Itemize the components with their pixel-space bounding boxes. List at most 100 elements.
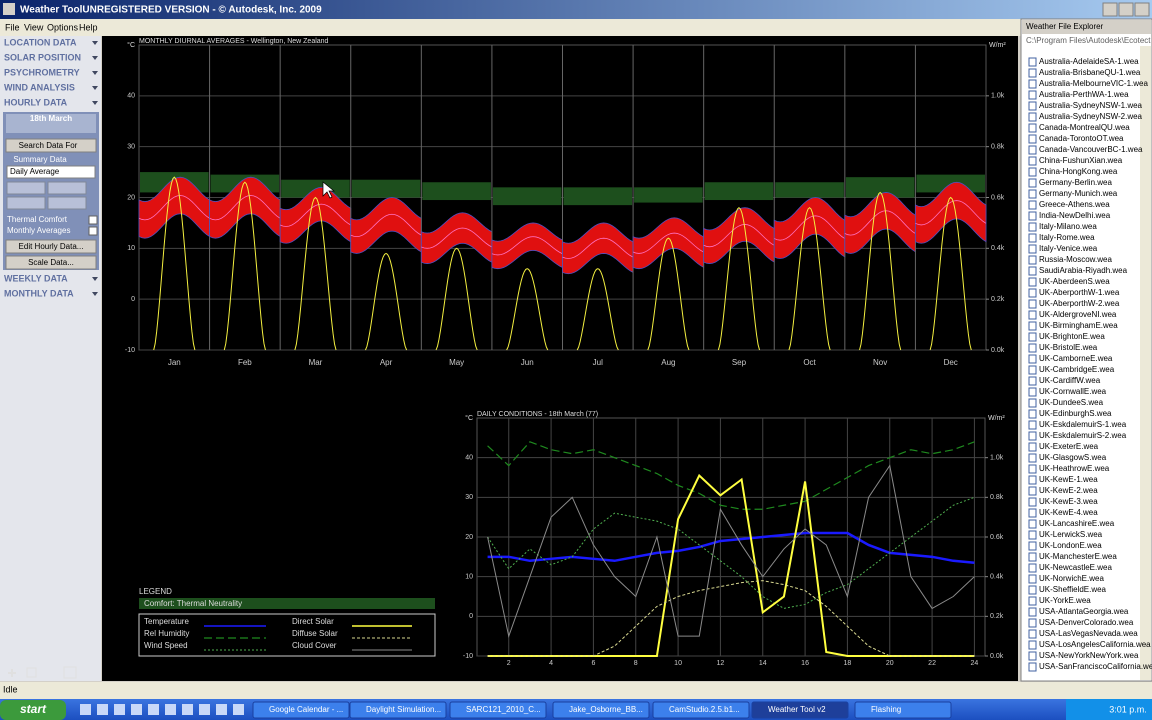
ql-icon[interactable] — [233, 704, 244, 715]
file-name[interactable]: UK-HeathrowE.wea — [1039, 464, 1110, 473]
ql-icon[interactable] — [148, 704, 159, 715]
panel-header[interactable]: PSYCHROMETRY — [4, 67, 80, 77]
task-button[interactable] — [349, 701, 447, 719]
file-name[interactable]: China-HongKong.wea — [1039, 167, 1118, 176]
task-button[interactable] — [552, 701, 650, 719]
start-button[interactable] — [0, 700, 66, 720]
tool-zoom[interactable] — [11, 669, 13, 677]
menu-item[interactable]: Options — [47, 22, 79, 32]
file-name[interactable]: Australia-AdelaideSA-1.wea — [1039, 57, 1139, 66]
file-name[interactable]: Germany-Munich.wea — [1039, 189, 1118, 198]
ql-icon[interactable] — [216, 704, 227, 715]
maximize[interactable] — [1118, 2, 1134, 17]
file-name[interactable]: UK-KewE-3.wea — [1039, 497, 1098, 506]
file-name[interactable]: Australia-BrisbaneQU-1.wea — [1039, 68, 1141, 77]
file-name[interactable]: UK-KewE-1.wea — [1039, 475, 1098, 484]
panel-header[interactable]: WEEKLY DATA — [4, 273, 68, 283]
ql-icon[interactable] — [97, 704, 108, 715]
file-name[interactable]: UK-SheffieldE.wea — [1039, 585, 1107, 594]
file-name[interactable]: UK-CambridgeE.wea — [1039, 365, 1115, 374]
file-name[interactable]: Australia-PerthWA-1.wea — [1039, 90, 1129, 99]
file-name[interactable]: UK-KewE-2.wea — [1039, 486, 1098, 495]
file-name[interactable]: Russia-Moscow.wea — [1039, 255, 1112, 264]
task-button[interactable] — [252, 701, 350, 719]
file-name[interactable]: USA-SanFranciscoCalifornia.wea — [1039, 662, 1152, 671]
file-name[interactable]: UK-EskdalemuirS-2.wea — [1039, 431, 1127, 440]
panel-header[interactable]: WIND ANALYSIS — [4, 82, 75, 92]
task-button[interactable] — [854, 701, 952, 719]
file-name[interactable]: UK-LondonE.wea — [1039, 541, 1102, 550]
panel-header[interactable]: MONTHLY DATA — [4, 288, 74, 298]
file-name[interactable]: Canada-TorontoOT.wea — [1039, 134, 1124, 143]
task-button[interactable] — [751, 701, 849, 719]
file-name[interactable]: UK-CamborneE.wea — [1039, 354, 1113, 363]
ql-icon[interactable] — [131, 704, 142, 715]
minimize[interactable] — [1102, 2, 1118, 17]
task-button[interactable] — [652, 701, 750, 719]
file-name[interactable]: UK-GlasgowS.wea — [1039, 453, 1107, 462]
file-name[interactable]: UK-LerwickS.wea — [1039, 530, 1103, 539]
file-name[interactable]: UK-ManchesterE.wea — [1039, 552, 1117, 561]
file-name[interactable]: Australia-SydneyNSW-2.wea — [1039, 112, 1143, 121]
ql-icon[interactable] — [165, 704, 176, 715]
file-name[interactable]: Australia-MelbourneVIC-1.wea — [1039, 79, 1148, 88]
file-name[interactable]: UK-BirminghamE.wea — [1039, 321, 1118, 330]
task-button[interactable] — [449, 701, 547, 719]
spin-input[interactable] — [47, 196, 87, 210]
file-name[interactable]: USA-AtlantaGeorgia.wea — [1039, 607, 1129, 616]
file-name[interactable]: UK-DundeeS.wea — [1039, 398, 1104, 407]
menu-item[interactable]: Help — [79, 22, 98, 32]
spin-input[interactable] — [6, 181, 46, 195]
search-button[interactable] — [5, 138, 97, 153]
spin-input[interactable] — [6, 196, 46, 210]
file-name[interactable]: Greece-Athens.wea — [1039, 200, 1110, 209]
file-name[interactable]: USA-LosAngelesCalifornia.wea — [1039, 640, 1151, 649]
file-name[interactable]: UK-AberporthW-2.wea — [1039, 299, 1120, 308]
ql-icon[interactable] — [80, 704, 91, 715]
file-name[interactable]: UK-LancashireE.wea — [1039, 519, 1115, 528]
file-name[interactable]: Italy-Rome.wea — [1039, 233, 1095, 242]
action-button[interactable] — [5, 255, 97, 270]
file-name[interactable]: UK-KewE-4.wea — [1039, 508, 1098, 517]
panel-header[interactable]: HOURLY DATA — [4, 97, 68, 107]
file-name[interactable]: Italy-Venice.wea — [1039, 244, 1098, 253]
file-name[interactable]: Canada-VancouverBC-1.wea — [1039, 145, 1143, 154]
file-name[interactable]: SaudiArabia-Riyadh.wea — [1039, 266, 1128, 275]
menu-item[interactable]: View — [24, 22, 44, 32]
file-name[interactable]: USA-DenverColorado.wea — [1039, 618, 1134, 627]
file-name[interactable]: China-FushunXian.wea — [1039, 156, 1123, 165]
ql-icon[interactable] — [199, 704, 210, 715]
file-name[interactable]: UK-AberporthW-1.wea — [1039, 288, 1120, 297]
checkbox[interactable] — [88, 215, 98, 225]
panel-header[interactable]: LOCATION DATA — [4, 37, 77, 47]
file-name[interactable]: UK-CardiffW.wea — [1039, 376, 1101, 385]
file-name[interactable]: Italy-Milano.wea — [1039, 222, 1097, 231]
file-name[interactable]: USA-NewYorkNewYork.wea — [1039, 651, 1139, 660]
menu-item[interactable]: File — [5, 22, 20, 32]
file-name[interactable]: UK-BrightonE.wea — [1039, 332, 1105, 341]
tool-fit[interactable] — [26, 667, 37, 678]
file-name[interactable]: Germany-Berlin.wea — [1039, 178, 1112, 187]
file-name[interactable]: UK-EskdalemuirS-1.wea — [1039, 420, 1127, 429]
file-name[interactable]: UK-AberdeenS.wea — [1039, 277, 1110, 286]
ql-icon[interactable] — [114, 704, 125, 715]
file-name[interactable]: UK-CornwallE.wea — [1039, 387, 1107, 396]
file-name[interactable]: UK-BristolE.wea — [1039, 343, 1098, 352]
summary-select[interactable] — [6, 165, 96, 179]
file-name[interactable]: USA-LasVegasNevada.wea — [1039, 629, 1138, 638]
checkbox[interactable] — [88, 226, 98, 236]
action-button[interactable] — [5, 239, 97, 254]
file-name[interactable]: UK-AldergroveNI.wea — [1039, 310, 1117, 319]
file-name[interactable]: UK-YorkE.wea — [1039, 596, 1091, 605]
spin-input[interactable] — [47, 181, 87, 195]
file-name[interactable]: Canada-MontrealQU.wea — [1039, 123, 1130, 132]
file-name[interactable]: UK-NewcastleE.wea — [1039, 563, 1112, 572]
close[interactable] — [1134, 2, 1150, 17]
file-name[interactable]: India-NewDelhi.wea — [1039, 211, 1111, 220]
file-name[interactable]: UK-NorwichE.wea — [1039, 574, 1104, 583]
tool-camera[interactable] — [63, 666, 77, 679]
ql-icon[interactable] — [182, 704, 193, 715]
file-name[interactable]: UK-ExeterE.wea — [1039, 442, 1099, 451]
panel-header[interactable]: SOLAR POSITION — [4, 52, 81, 62]
file-name[interactable]: UK-EdinburghS.wea — [1039, 409, 1112, 418]
